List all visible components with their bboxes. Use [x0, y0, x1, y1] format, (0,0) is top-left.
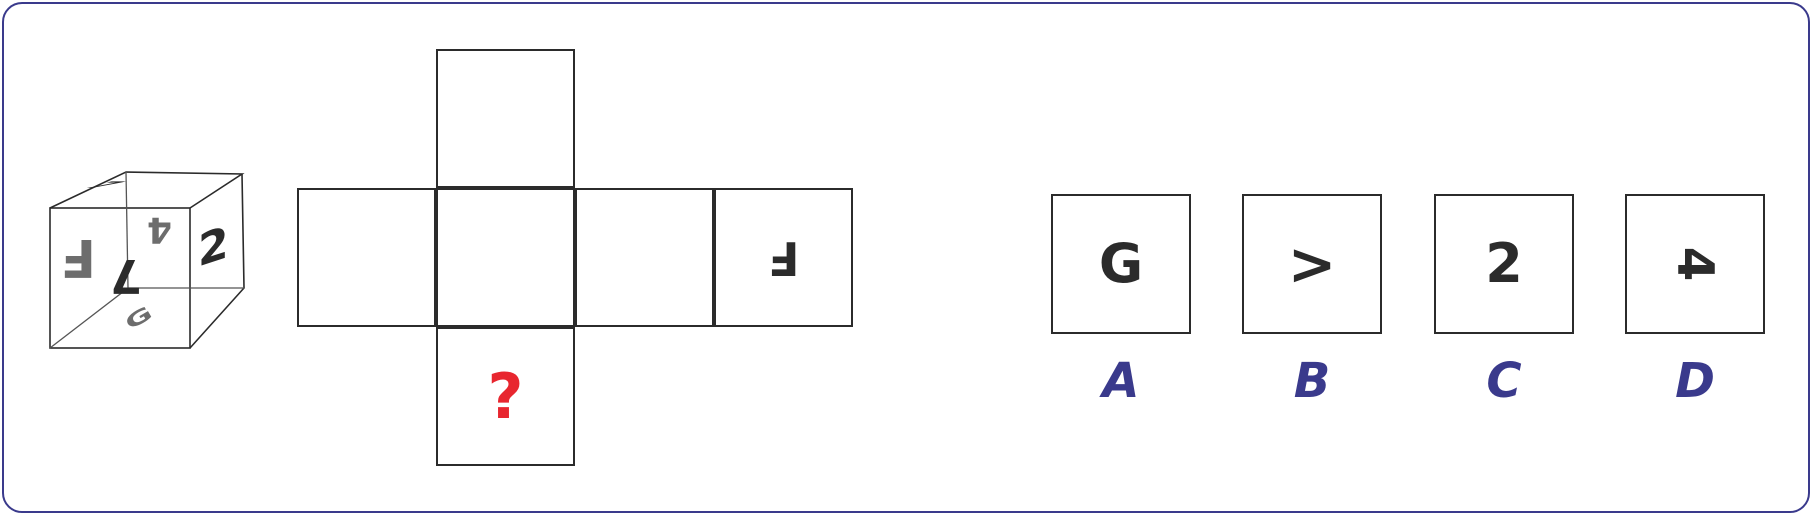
cube-front-glyph: F	[60, 227, 96, 287]
option-b-label[interactable]: B	[1293, 353, 1331, 409]
cube-middle-glyph: 7	[110, 249, 142, 303]
option-c-label[interactable]: C	[1486, 353, 1522, 409]
cube-bottom-glyph: G	[122, 302, 157, 334]
cube-top-glyph: 7	[74, 180, 135, 191]
transparent-cube: F 7 4 2 7 G	[49, 171, 245, 349]
option-a-glyph: G	[1098, 232, 1144, 295]
net-right-inner-face	[575, 188, 714, 327]
option-c-glyph: 2	[1485, 232, 1523, 295]
option-d-box[interactable]: 4	[1625, 194, 1765, 334]
net-far-right-glyph: F	[767, 230, 800, 285]
net-far-right-face: F	[714, 188, 853, 327]
cube-back-glyph: 4	[147, 209, 172, 250]
option-b-glyph: >	[1287, 230, 1337, 298]
net-bottom-face-missing: ?	[436, 327, 575, 466]
net-top-face	[436, 49, 575, 188]
net-left-face	[297, 188, 436, 327]
option-d-label[interactable]: D	[1675, 353, 1715, 409]
option-a-label[interactable]: A	[1102, 353, 1140, 409]
option-b-box[interactable]: >	[1242, 194, 1382, 334]
net-center-face	[436, 188, 575, 327]
option-c-box[interactable]: 2	[1434, 194, 1574, 334]
question-mark: ?	[487, 360, 524, 433]
option-a-box[interactable]: G	[1051, 194, 1191, 334]
option-d-glyph: 4	[1665, 246, 1724, 282]
cube-right-glyph: 2	[198, 216, 229, 278]
